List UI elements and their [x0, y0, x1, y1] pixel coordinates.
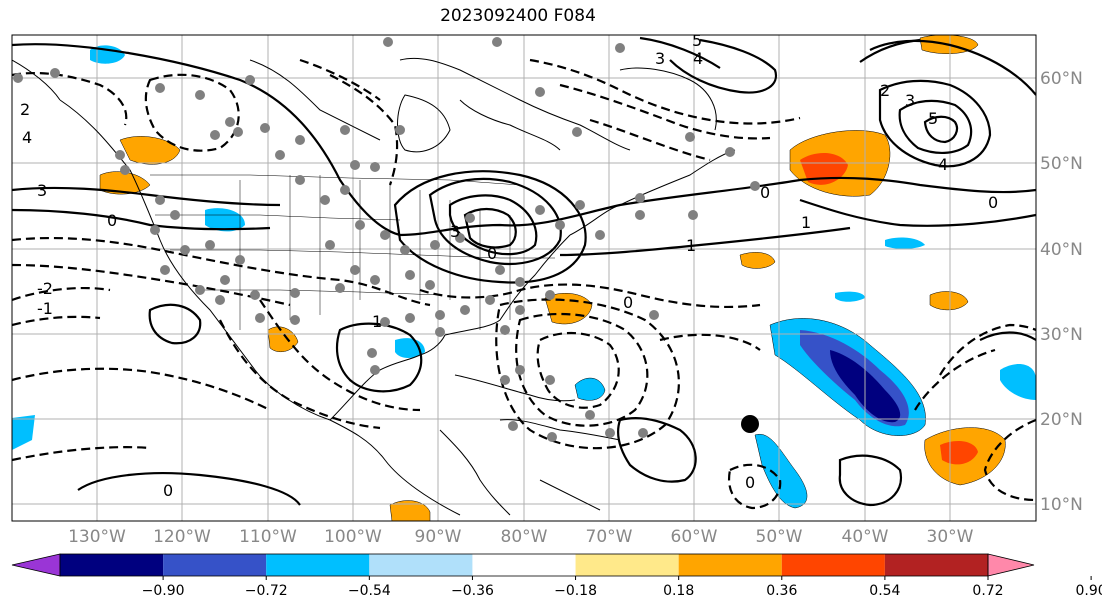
colorbar-segment: [884, 554, 988, 576]
longitude-ticks: 130°W 120°W 110°W 100°W 90°W 80°W 70°W 6…: [68, 527, 974, 547]
contour-label-4: 4: [693, 49, 703, 68]
lat-tick: 20°N: [1040, 410, 1083, 430]
colorbar-segment: [163, 554, 267, 576]
colorbar: −0.90 −0.72 −0.54 −0.36 −0.18 0.18 0.36 0.54 0.7…: [11, 553, 1102, 599]
colorbar-tick-label: 0.90: [1076, 583, 1102, 599]
contour-label-0b: 0: [623, 293, 633, 312]
map-content: [12, 35, 1036, 521]
lon-tick: 90°W: [415, 527, 462, 547]
contour-label-4c: 4: [22, 128, 32, 147]
colorbar-segment: [369, 554, 473, 576]
station-markers: [13, 37, 760, 442]
lon-tick: 80°W: [501, 527, 548, 547]
colorbar-segment: [60, 554, 164, 576]
contour-label-3d: 3: [450, 222, 460, 241]
contour-label-2: 2: [880, 81, 890, 100]
contour-label-neg2: -2: [37, 279, 53, 298]
lon-tick: 40°W: [842, 527, 889, 547]
lat-tick: 10°N: [1040, 495, 1083, 515]
colorbar-tick-label: 0.36: [766, 583, 797, 599]
contour-label-1b: 1: [801, 213, 811, 232]
colorbar-tick-label: 0.18: [663, 583, 694, 599]
state-boundaries: [150, 174, 555, 330]
contour-label-0g: 0: [487, 244, 497, 263]
negative-anomaly-small2: [205, 208, 245, 232]
colorbar-segment: [781, 554, 885, 576]
contour-label-3b: 3: [905, 91, 915, 110]
lat-tick: 30°N: [1040, 325, 1083, 345]
colorbar-segment: [472, 554, 576, 576]
colorbar-tick-label: −0.54: [348, 583, 391, 599]
negative-anomaly-small5: [885, 237, 925, 249]
lat-tick: 40°N: [1040, 240, 1083, 260]
positive-anomaly-mid: [929, 291, 969, 311]
contour-label-5b: 5: [928, 109, 938, 128]
contour-label-3c: 3: [37, 181, 47, 200]
graticule: [12, 35, 1036, 521]
positive-contours: [12, 36, 1036, 507]
colorbar-tick-label: −0.90: [142, 583, 185, 599]
colorbar-segment: [678, 554, 782, 576]
contour-label-1: 1: [686, 236, 696, 255]
positive-anomaly-pacific-n: [99, 171, 151, 195]
colorbar-tick-label: −0.72: [245, 583, 288, 599]
negative-contours: [12, 58, 1036, 510]
lat-tick: 50°N: [1040, 154, 1083, 174]
lon-tick: 110°W: [239, 527, 297, 547]
negative-anomaly-small: [574, 377, 606, 401]
storm-center-marker: [741, 415, 759, 433]
contour-label-4b: 4: [938, 155, 948, 174]
positive-anomaly-small: [739, 252, 776, 269]
contour-labels: 5 4 3 5 4 3 2 1 1 0 0 0 0 0 3 4 2 0 -2 -…: [20, 31, 998, 500]
colorbar-tick-label: −0.36: [451, 583, 494, 599]
positive-anomaly-canada: [119, 136, 181, 165]
contour-label-0d: 0: [163, 481, 173, 500]
colorbar-segment: [266, 554, 370, 576]
contour-label-0e: 0: [745, 473, 755, 492]
colorbar-tick-label: −0.18: [554, 583, 597, 599]
positive-anomaly-north-core: [800, 153, 848, 185]
lon-tick: 30°W: [927, 527, 974, 547]
map-frame: [11, 34, 1037, 522]
latitude-ticks: 60°N 50°N 40°N 30°N 20°N 10°N: [1040, 69, 1083, 515]
colorbar-tick-label: 0.54: [869, 583, 900, 599]
colorbar-tick-label: 0.72: [972, 583, 1003, 599]
colorbar-frame: [59, 553, 989, 577]
negative-anomaly-pacific: [12, 415, 35, 450]
colorbar-segment: [575, 554, 679, 576]
contour-label-2b: 2: [20, 100, 30, 119]
lat-tick: 60°N: [1040, 69, 1083, 89]
contour-label-0c: 0: [988, 193, 998, 212]
lon-tick: 60°W: [671, 527, 718, 547]
lon-tick: 70°W: [586, 527, 633, 547]
negative-anomaly-south: [754, 434, 808, 509]
colorbar-arrow-left: [11, 553, 61, 577]
lon-tick: 120°W: [153, 527, 211, 547]
chart-title: 2023092400 F084: [440, 6, 596, 26]
contour-label-3: 3: [655, 49, 665, 68]
negative-anomaly-small6: [835, 291, 865, 302]
lon-tick: 50°W: [756, 527, 803, 547]
contour-label-neg1: -1: [37, 299, 53, 318]
negative-anomaly-small4: [1000, 364, 1036, 400]
contour-label-0: 0: [760, 183, 770, 202]
colorbar-arrow-right: [987, 553, 1035, 577]
contour-label-1c: 1: [372, 312, 382, 331]
lon-tick: 100°W: [324, 527, 382, 547]
contour-label-0f: 0: [107, 211, 117, 230]
lon-tick: 130°W: [68, 527, 126, 547]
contour-label-5: 5: [692, 31, 702, 50]
